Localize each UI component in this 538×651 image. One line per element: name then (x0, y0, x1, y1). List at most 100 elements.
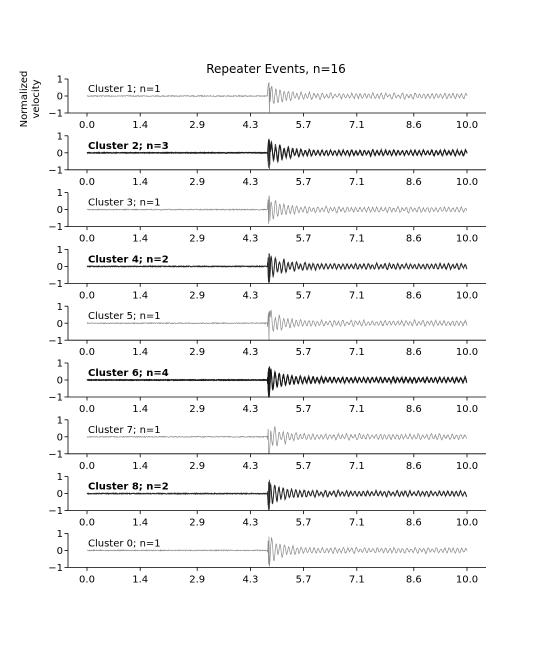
y-tick-label: 1 (57, 472, 63, 483)
x-tick-label: 5.7 (296, 518, 312, 529)
cluster-label: Cluster 5; n=1 (88, 311, 161, 322)
x-tick-label: 5.7 (296, 347, 312, 358)
y-tick-label: 1 (57, 75, 63, 86)
y-tick-label: −1 (48, 563, 63, 574)
y-tick-label: −1 (48, 109, 63, 120)
x-tick-label: 0.0 (79, 290, 95, 301)
x-tick-label: 8.6 (406, 518, 422, 529)
x-tick-label: 2.9 (189, 177, 205, 188)
y-tick-label: 0 (57, 376, 63, 387)
waveform-trace (86, 309, 468, 341)
y-tick-label: 0 (57, 319, 63, 330)
waveform-trace (86, 536, 468, 567)
x-tick-label: 4.3 (242, 461, 258, 472)
x-tick-label: 7.1 (349, 574, 365, 585)
x-tick-label: 7.1 (349, 290, 365, 301)
x-tick-label: 5.7 (296, 234, 312, 245)
x-tick-label: 2.9 (189, 347, 205, 358)
cluster-label: Cluster 7; n=1 (88, 425, 161, 436)
chart-title: Repeater Events, n=16 (206, 62, 346, 76)
waveform-trace (86, 425, 468, 455)
x-tick-label: 10.0 (456, 177, 478, 188)
x-tick-label: 8.6 (406, 290, 422, 301)
waveform-trace (86, 366, 468, 397)
x-tick-label: 10.0 (456, 120, 478, 131)
x-tick-label: 4.3 (242, 234, 258, 245)
y-tick-label: −1 (48, 222, 63, 233)
x-tick-label: 1.4 (132, 404, 148, 415)
y-tick-label: 0 (57, 205, 63, 216)
y-tick-label: 1 (57, 245, 63, 256)
x-tick-label: 10.0 (456, 518, 478, 529)
x-tick-label: 7.1 (349, 518, 365, 529)
cluster-label: Cluster 2; n=3 (88, 141, 169, 152)
x-tick-label: 0.0 (79, 120, 95, 131)
x-tick-label: 4.3 (242, 574, 258, 585)
y-tick-label: 0 (57, 432, 63, 443)
y-tick-label: 0 (57, 148, 63, 159)
x-tick-label: 0.0 (79, 404, 95, 415)
x-tick-label: 2.9 (189, 518, 205, 529)
x-tick-label: 8.6 (406, 574, 422, 585)
x-tick-label: 4.3 (242, 120, 258, 131)
waveform-trace (86, 139, 468, 169)
x-tick-label: 2.9 (189, 461, 205, 472)
x-tick-label: 0.0 (79, 461, 95, 472)
y-tick-label: −1 (48, 506, 63, 517)
cluster-label: Cluster 3; n=1 (88, 198, 161, 209)
cluster-label: Cluster 0; n=1 (88, 538, 161, 549)
y-tick-label: −1 (48, 279, 63, 290)
y-tick-label: −1 (48, 165, 63, 176)
x-tick-label: 8.6 (406, 404, 422, 415)
x-tick-label: 5.7 (296, 574, 312, 585)
x-tick-label: 1.4 (132, 234, 148, 245)
x-tick-label: 5.7 (296, 404, 312, 415)
x-tick-label: 7.1 (349, 177, 365, 188)
x-tick-label: 2.9 (189, 120, 205, 131)
y-tick-label: 1 (57, 188, 63, 199)
x-tick-label: 0.0 (79, 574, 95, 585)
x-tick-label: 8.6 (406, 120, 422, 131)
y-tick-label: 1 (57, 359, 63, 370)
x-tick-label: 2.9 (189, 234, 205, 245)
cluster-label: Cluster 6; n=4 (88, 368, 169, 379)
waveform-trace (86, 81, 468, 113)
x-tick-label: 1.4 (132, 177, 148, 188)
cluster-label: Cluster 4; n=2 (88, 254, 169, 265)
x-tick-label: 10.0 (456, 461, 478, 472)
x-tick-label: 10.0 (456, 574, 478, 585)
waveform-trace (86, 479, 468, 511)
x-tick-label: 0.0 (79, 234, 95, 245)
x-tick-label: 8.6 (406, 234, 422, 245)
x-tick-label: 1.4 (132, 461, 148, 472)
y-tick-label: 1 (57, 302, 63, 313)
x-tick-label: 1.4 (132, 347, 148, 358)
x-tick-label: 5.7 (296, 290, 312, 301)
y-tick-label: −1 (48, 449, 63, 460)
x-tick-label: 10.0 (456, 290, 478, 301)
cluster-label: Cluster 1; n=1 (88, 84, 161, 95)
x-tick-label: 4.3 (242, 347, 258, 358)
x-tick-label: 4.3 (242, 290, 258, 301)
y-tick-label: −1 (48, 393, 63, 404)
y-axis-label-line-1: Normalized (19, 71, 30, 128)
x-tick-label: 0.0 (79, 518, 95, 529)
x-tick-label: 10.0 (456, 234, 478, 245)
x-tick-label: 4.3 (242, 177, 258, 188)
y-axis-label-line-2: velocity (31, 79, 42, 118)
y-tick-label: −1 (48, 336, 63, 347)
x-tick-label: 1.4 (132, 518, 148, 529)
x-tick-label: 2.9 (189, 574, 205, 585)
cluster-label: Cluster 8; n=2 (88, 482, 169, 493)
x-tick-label: 5.7 (296, 120, 312, 131)
x-tick-label: 2.9 (189, 290, 205, 301)
